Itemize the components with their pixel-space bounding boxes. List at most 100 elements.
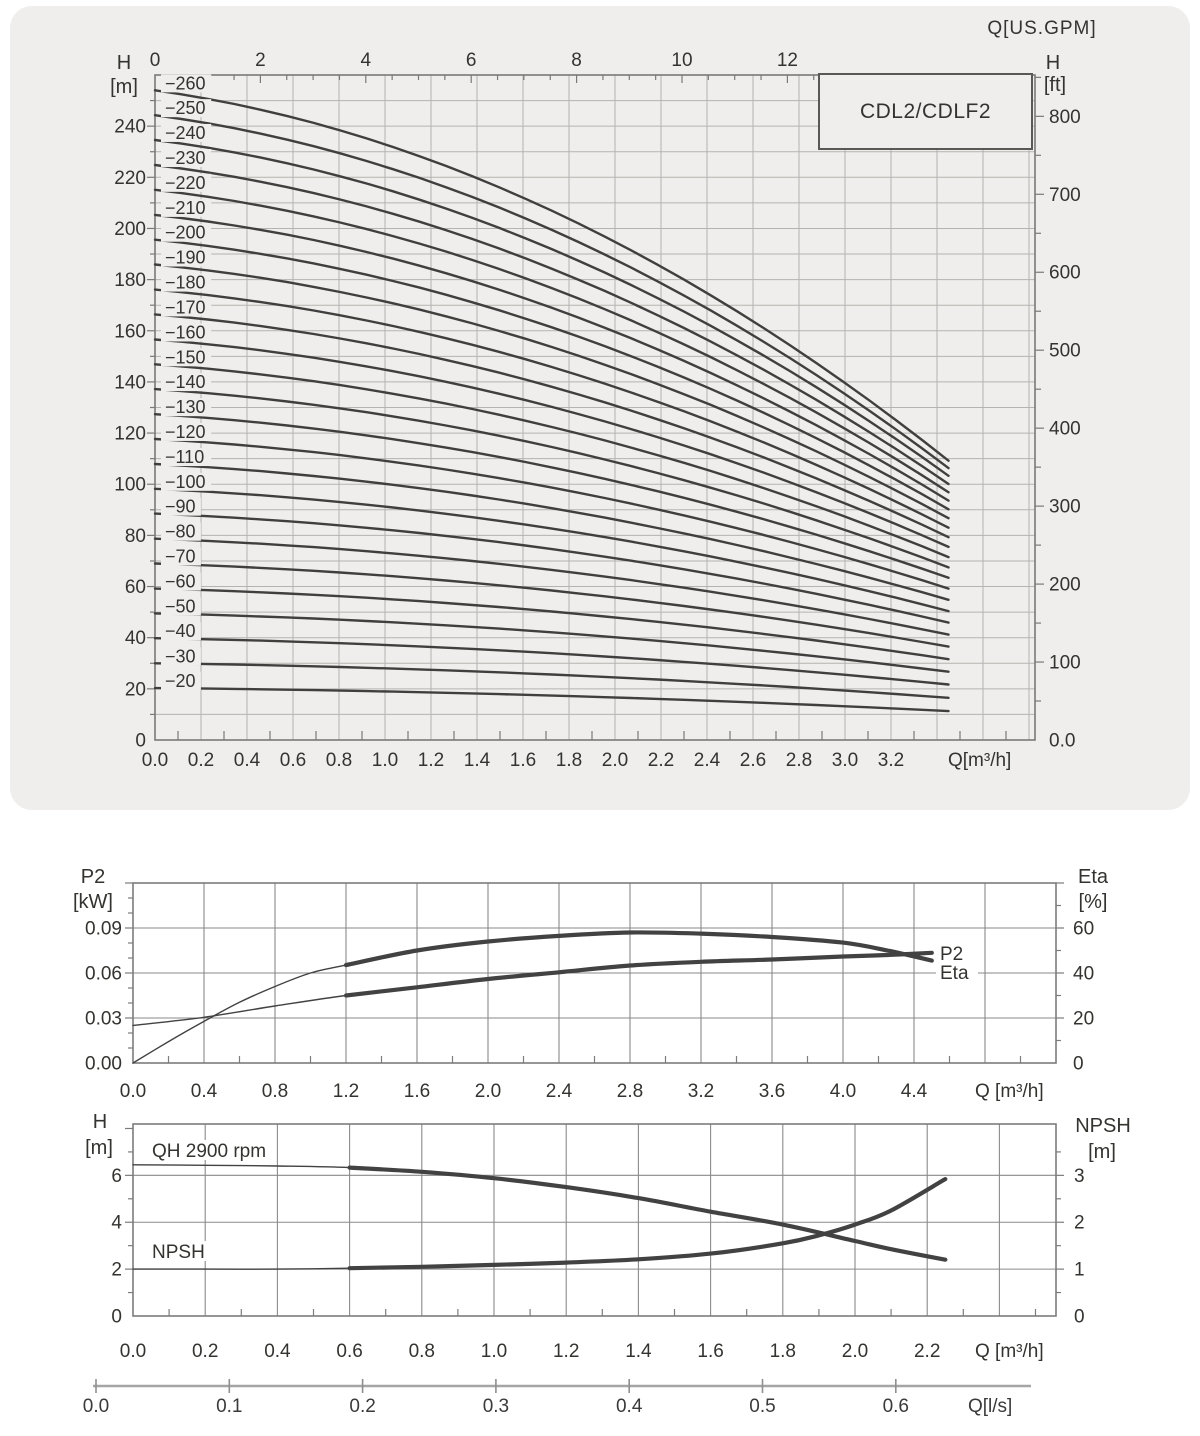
series-thin-QH 2900 rpm [132, 1164, 946, 1261]
curve-label-bg [161, 647, 201, 666]
head-curve-−150 [153, 363, 950, 559]
npsh-tick: 1 [1074, 1260, 1085, 1281]
h-ft-tick: 100 [1049, 653, 1081, 674]
head-curve-−60 [153, 587, 950, 661]
p2-kw-tick: 0.09 [85, 919, 122, 940]
curve-label−40: −40 [165, 621, 196, 641]
gpm-tick: 8 [571, 50, 582, 71]
qh-h-tick: 2 [111, 1260, 122, 1281]
curve-label−30: −30 [165, 646, 196, 666]
h-m-tick: 40 [125, 628, 146, 649]
curve-label-bg [161, 522, 201, 541]
eta-pct-tick: 0 [1073, 1054, 1084, 1075]
curve-label−210: −210 [165, 198, 206, 218]
curve-label−90: −90 [165, 497, 196, 517]
q-m3h-axis-label: Q[m³/h] [948, 750, 1011, 771]
h-m-tick: 140 [114, 372, 146, 393]
h-m-axis-unit: [m] [110, 76, 138, 98]
model-label: CDL2/CDLF2 [859, 99, 992, 123]
h-m-tick: 220 [114, 168, 146, 189]
head-curve-−220 [153, 188, 950, 494]
head-curve-−90 [153, 512, 950, 624]
qh-q-tick: 1.8 [770, 1341, 796, 1362]
curve-label-bg [161, 149, 212, 168]
qh-q-tick: 2.0 [842, 1341, 868, 1362]
gpm-tick: 12 [777, 50, 798, 71]
qh-q-tick: 0.0 [120, 1341, 146, 1362]
model-label-box: CDL2/CDLF2 [818, 73, 1033, 150]
chart-top: −20 −30 −40 −50 −60 −70 −80 −90 −100 −110 −120 −130… [110, 18, 1096, 771]
curve-label−150: −150 [165, 347, 206, 367]
qh-h-tick: 6 [111, 1166, 122, 1187]
q-m3h-tick: 2.4 [694, 750, 721, 771]
ls-axis-label: Q[l/s] [968, 1396, 1012, 1417]
p2-q-tick: 3.2 [688, 1081, 714, 1102]
head-curve-−230 [153, 163, 950, 486]
eta-end-label: Eta [940, 963, 969, 984]
head-curve-−80 [153, 537, 950, 636]
q-m3h-tick: 0.0 [142, 750, 168, 771]
q-m3h-tick: 0.2 [188, 750, 214, 771]
h-ft-tick: 800 [1049, 107, 1081, 128]
p2-q-axis-label: Q [m³/h] [975, 1081, 1044, 1102]
ls-tick: 0.1 [216, 1396, 242, 1417]
curve-label-bg [161, 273, 212, 292]
curve-label−100: −100 [165, 472, 206, 492]
gpm-tick: 4 [361, 50, 372, 71]
qh-q-tick: 2.2 [914, 1341, 940, 1362]
ls-tick: 0.4 [616, 1396, 643, 1417]
qh-q-tick: 1.0 [481, 1341, 507, 1362]
curve-label-bg [161, 497, 201, 516]
series-P2 [343, 950, 934, 998]
chart-qh-npsh: QH 2900 rpm NPSH 0 2 4 6 0 1 2 3 0.0 0.2 0.4 0.6 0.8 1.… [85, 1111, 1131, 1362]
curve-label−220: −220 [165, 173, 206, 193]
head-curve-−190 [153, 263, 950, 520]
p2-q-tick: 4.0 [830, 1081, 856, 1102]
h-ft-tick: 300 [1049, 497, 1081, 518]
eta-axis-unit: [%] [1079, 891, 1108, 913]
curve-label-bg [161, 597, 201, 616]
eta-pct-tick: 40 [1073, 964, 1094, 985]
curve-label−240: −240 [165, 123, 206, 143]
curve-label-bg [161, 472, 212, 491]
qh-q-tick: 1.2 [553, 1341, 579, 1362]
q-m3h-tick: 2.0 [602, 750, 628, 771]
q-m3h-tick: 1.4 [464, 750, 491, 771]
curve-label−120: −120 [165, 422, 206, 442]
q-gpm-axis-label: Q[US.GPM] [987, 18, 1096, 39]
q-m3h-tick: 0.6 [280, 750, 306, 771]
p2-q-tick: 1.6 [404, 1081, 430, 1102]
h-m-tick: 240 [114, 117, 146, 138]
curve-label-bg [161, 298, 212, 317]
p2-q-tick: 2.0 [475, 1081, 501, 1102]
h-m-tick: 60 [125, 577, 146, 598]
h-m-axis-label: H [117, 52, 131, 74]
eta-pct-tick: 60 [1073, 919, 1094, 940]
curve-label−70: −70 [165, 547, 196, 567]
q-m3h-tick: 2.2 [648, 750, 674, 771]
h-m-tick: 160 [114, 321, 146, 342]
q-m3h-tick: 0.8 [326, 750, 352, 771]
series-thin-Eta [132, 931, 933, 1064]
p2-axis-label: P2 [81, 866, 105, 888]
curve-label−80: −80 [165, 522, 196, 542]
curve-label−180: −180 [165, 273, 206, 293]
h-ft-tick: 400 [1049, 419, 1081, 440]
h-m-tick: 0 [135, 731, 146, 752]
qh-h-tick: 4 [111, 1213, 122, 1234]
head-curve-−170 [153, 313, 950, 539]
h-m-tick: 180 [114, 270, 146, 291]
series-thin-P2 [132, 952, 933, 1027]
q-m3h-tick: 0.4 [234, 750, 261, 771]
head-curve-−20 [153, 686, 950, 713]
curve-label-bg [161, 622, 201, 641]
h-m-tick: 20 [125, 679, 146, 700]
curve-label−140: −140 [165, 372, 206, 392]
p2-q-tick: 4.4 [901, 1081, 928, 1102]
h-ft-tick: 0.0 [1049, 731, 1075, 752]
head-curve-−50 [153, 612, 950, 673]
qh-axis-unit: [m] [85, 1137, 113, 1159]
h-ft-axis-unit: [ft] [1044, 74, 1066, 96]
npsh-ann-bg [148, 1241, 210, 1261]
npsh-tick: 0 [1074, 1307, 1085, 1328]
